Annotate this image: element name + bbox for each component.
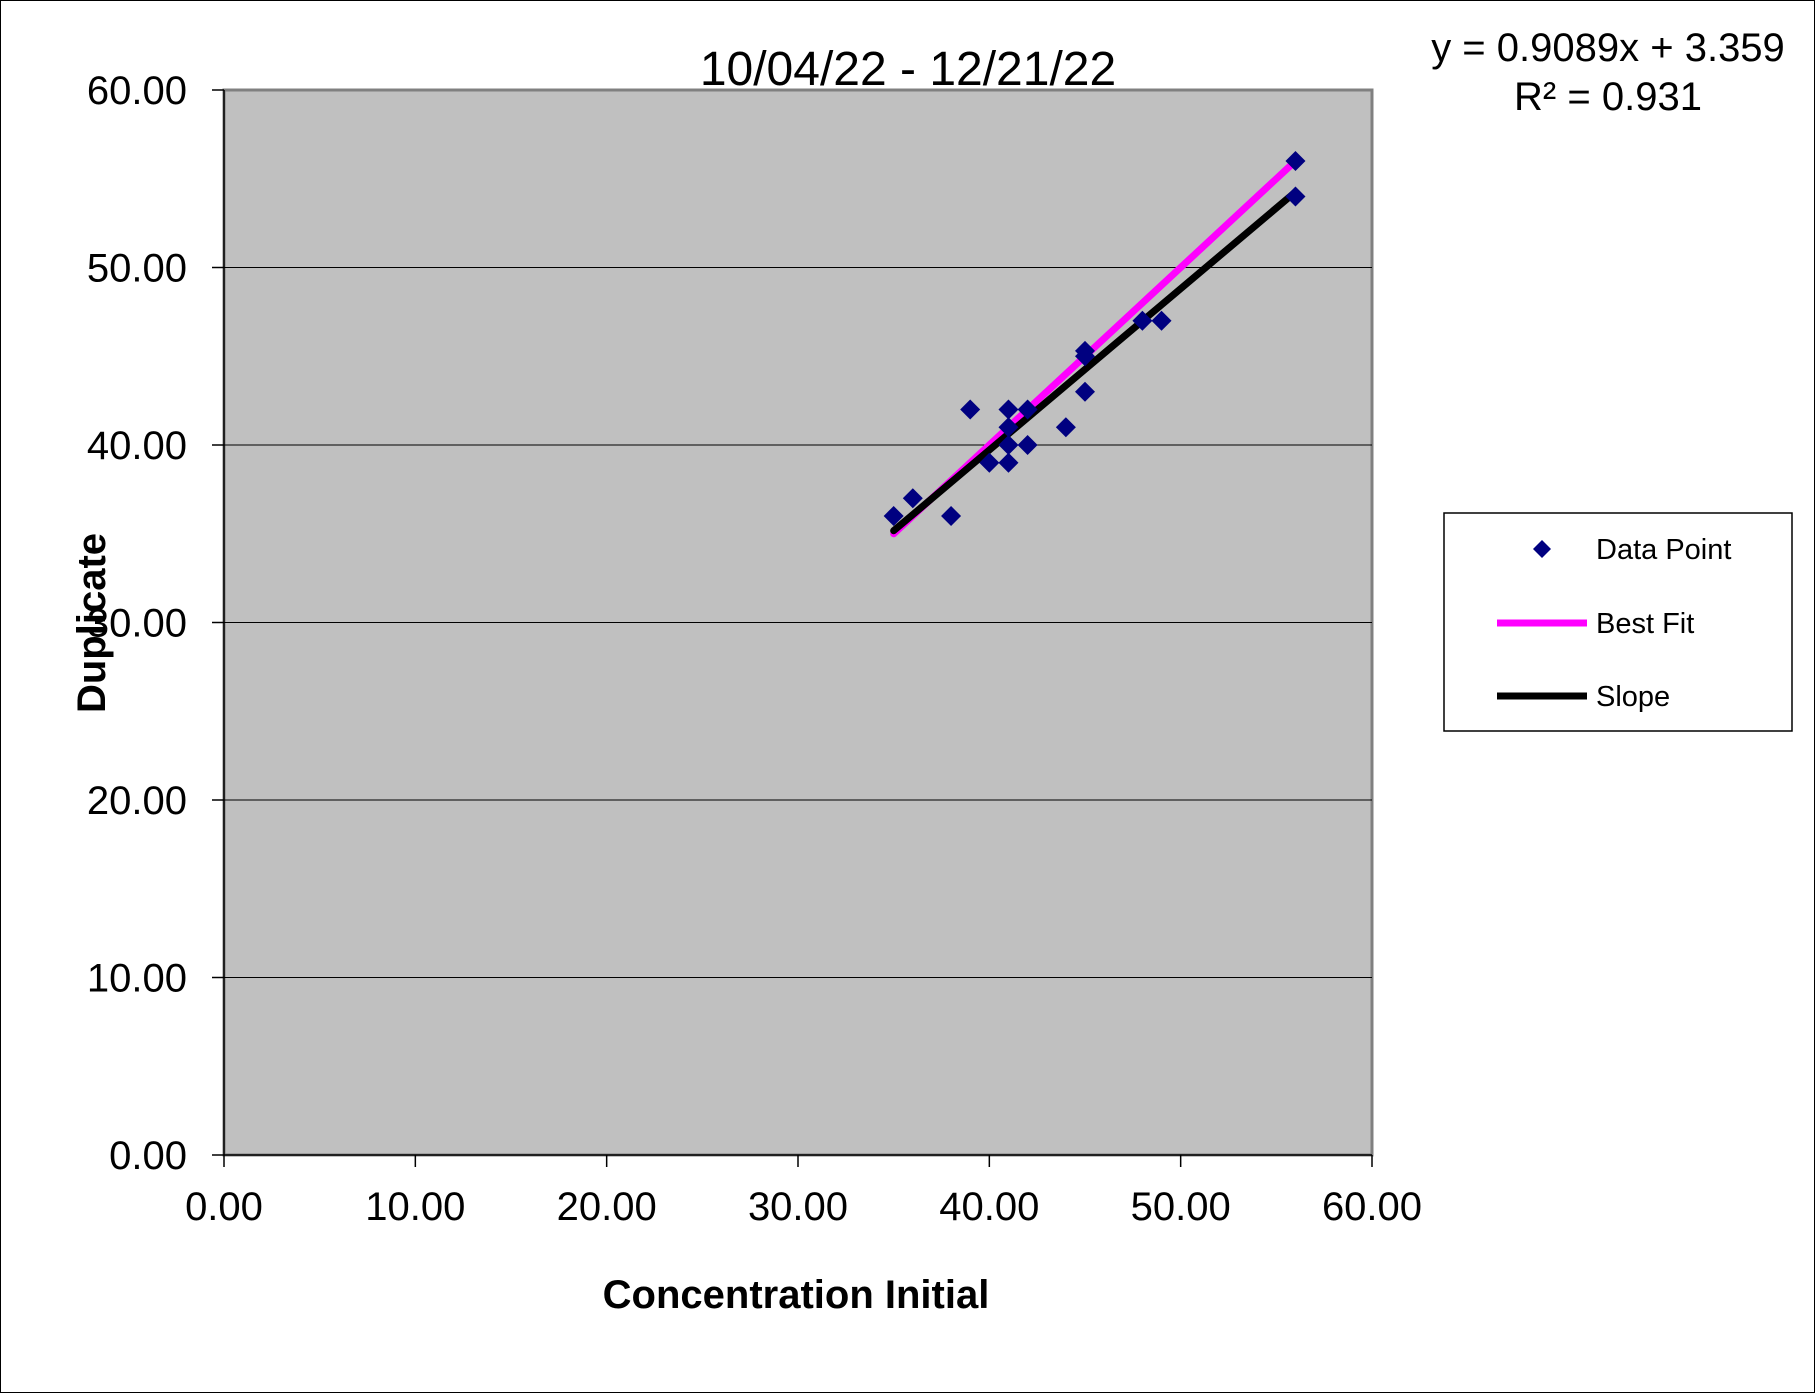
x-tick-label: 40.00 bbox=[939, 1185, 1039, 1229]
legend-label-best-fit: Best Fit bbox=[1596, 608, 1694, 640]
y-tick-label: 60.00 bbox=[87, 69, 187, 113]
x-tick-label: 50.00 bbox=[1131, 1185, 1231, 1229]
x-tick-label: 10.00 bbox=[365, 1185, 465, 1229]
data-point-marker bbox=[998, 417, 1019, 438]
data-point-marker bbox=[1151, 310, 1172, 331]
legend: Data Point Best Fit Slope bbox=[1443, 512, 1793, 732]
x-axis-title: Concentration Initial bbox=[603, 1273, 990, 1317]
legend-label-slope: Slope bbox=[1596, 681, 1670, 713]
data-point-marker bbox=[883, 506, 904, 526]
axes: 0.00 10.00 20.00 30.00 40.00 50.00 60.00 0.00 10… bbox=[87, 69, 1422, 1229]
y-tick-label: 0.00 bbox=[109, 1134, 187, 1178]
data-points bbox=[883, 151, 1306, 526]
y-axis-title: Duplicate bbox=[70, 533, 114, 713]
y-tick-label: 50.00 bbox=[87, 247, 187, 291]
y-tick-label: 10.00 bbox=[87, 957, 187, 1001]
data-point-marker bbox=[1132, 310, 1153, 331]
legend-diamond-icon bbox=[1533, 540, 1551, 558]
x-tick-label: 30.00 bbox=[748, 1185, 848, 1229]
trendline-equation: y = 0.9089x + 3.359 bbox=[1431, 26, 1785, 70]
series-lines bbox=[890, 157, 1299, 538]
data-point-marker bbox=[902, 488, 923, 509]
data-point-marker bbox=[998, 435, 1019, 455]
x-tick-label: 60.00 bbox=[1322, 1185, 1422, 1229]
data-point-marker bbox=[998, 399, 1019, 420]
y-tick-label: 20.00 bbox=[87, 779, 187, 823]
data-point-marker bbox=[1075, 381, 1095, 402]
data-point-marker bbox=[979, 452, 1000, 473]
y-tick-label: 40.00 bbox=[87, 424, 187, 468]
data-point-marker bbox=[1285, 186, 1306, 207]
data-point-marker bbox=[1017, 435, 1038, 455]
data-point-marker bbox=[1017, 399, 1038, 420]
x-tick-label: 0.00 bbox=[185, 1185, 263, 1229]
slope-line bbox=[890, 188, 1299, 535]
y-tick-label: 30.00 bbox=[87, 602, 187, 646]
data-point-marker bbox=[941, 506, 962, 526]
data-point-marker bbox=[960, 399, 981, 420]
data-point-marker bbox=[998, 452, 1019, 473]
legend-label-data-point: Data Point bbox=[1596, 534, 1731, 566]
data-point-marker bbox=[1075, 340, 1095, 361]
x-tick-label: 20.00 bbox=[557, 1185, 657, 1229]
r-squared-label: R² = 0.931 bbox=[1514, 75, 1702, 119]
data-point-marker bbox=[1055, 417, 1076, 438]
chart-title: 10/04/22 - 12/21/22 bbox=[700, 43, 1116, 96]
data-point-marker bbox=[1285, 151, 1306, 171]
